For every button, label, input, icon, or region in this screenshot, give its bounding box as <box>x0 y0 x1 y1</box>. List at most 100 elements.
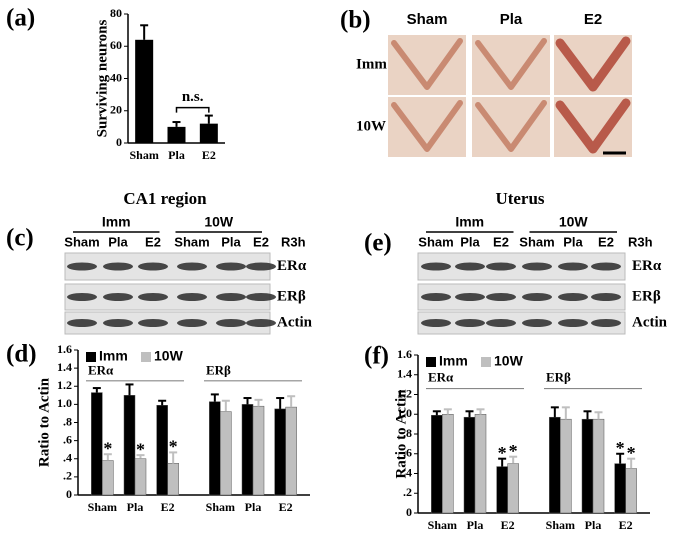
y-axis-label: Ratio to Actin <box>36 377 52 467</box>
band <box>103 319 133 327</box>
bar <box>167 126 186 143</box>
significance-mark: * <box>616 438 625 458</box>
band <box>558 319 588 327</box>
band <box>455 293 485 301</box>
panel-label: (d) <box>6 341 37 368</box>
band <box>103 293 133 301</box>
bar <box>496 466 508 514</box>
y-tick-label: .6 <box>403 446 412 460</box>
y-tick-label: .8 <box>63 414 72 428</box>
group-label: 10W <box>559 214 589 230</box>
x-tick-label: Pla <box>245 500 262 514</box>
blot-title: CA1 region <box>123 189 207 208</box>
uterus-shape <box>475 100 547 152</box>
legend-swatch <box>86 352 96 362</box>
bar <box>252 405 265 496</box>
y-tick-label: 1.6 <box>57 342 72 356</box>
y-tick-label: .6 <box>63 432 72 446</box>
band <box>558 293 588 301</box>
y-tick-label: 1.2 <box>397 386 412 400</box>
band <box>591 262 621 271</box>
protein-label: ERα <box>277 258 307 274</box>
x-tick-label: Pla <box>585 518 602 532</box>
group-label: ERβ <box>546 370 571 385</box>
band <box>522 319 552 327</box>
lane-label: Pla <box>221 234 241 249</box>
x-tick-label: Pla <box>127 500 144 514</box>
x-tick-label: Sham <box>428 518 457 532</box>
significance-mark: * <box>169 437 178 457</box>
band <box>138 262 168 271</box>
photo-column-label: Sham <box>407 11 448 28</box>
y-tick-label: .8 <box>403 426 412 440</box>
band <box>421 319 451 327</box>
band <box>486 293 516 301</box>
timepoint-label: R3h <box>281 234 306 249</box>
panel-label: (f) <box>364 343 389 370</box>
legend-label: 10W <box>154 348 184 364</box>
panel-label: (e) <box>364 230 392 257</box>
protein-label: Actin <box>632 314 668 330</box>
legend-label: Imm <box>439 353 468 369</box>
band <box>138 293 168 301</box>
y-tick-label: 1.4 <box>57 360 72 374</box>
y-tick-label: 1.2 <box>57 378 72 392</box>
bar <box>199 123 218 143</box>
x-tick-label: Sham <box>129 148 158 162</box>
y-tick-label: .4 <box>403 465 412 479</box>
group-label: ERβ <box>206 363 231 378</box>
lane-label: Pla <box>108 234 128 249</box>
legend-swatch <box>481 357 491 367</box>
bar <box>135 39 154 143</box>
x-tick-label: E2 <box>202 148 216 162</box>
protein-label: ERα <box>632 258 662 274</box>
significance-mark: * <box>136 439 145 459</box>
photo-row-label: 10W <box>356 118 386 134</box>
bar <box>167 463 179 496</box>
group-label: Imm <box>455 214 484 230</box>
band <box>522 293 552 301</box>
legend-swatch <box>141 352 151 362</box>
group-label: ERα <box>428 370 454 385</box>
bar <box>549 416 561 514</box>
significance-mark: * <box>103 438 112 458</box>
photo-column-label: Pla <box>500 11 523 28</box>
protein-label: ERβ <box>632 288 661 304</box>
bar <box>474 414 487 514</box>
band <box>177 319 207 327</box>
panel-label: (c) <box>6 225 34 252</box>
band <box>246 319 276 327</box>
lane-label: Sham <box>519 234 554 249</box>
band <box>177 293 207 301</box>
significance-mark: * <box>627 443 636 463</box>
band <box>486 262 516 271</box>
bar <box>507 463 519 514</box>
lane-label: E2 <box>598 234 614 249</box>
band <box>591 319 621 327</box>
bar <box>102 460 114 496</box>
band <box>216 293 246 301</box>
legend-label: 10W <box>494 353 524 369</box>
bar <box>285 406 297 496</box>
legend-label: Imm <box>99 348 128 364</box>
annotation: n.s. <box>182 89 204 105</box>
x-tick-label: E2 <box>161 500 175 514</box>
band <box>486 319 516 327</box>
band <box>138 319 168 327</box>
uterus-shape <box>475 38 547 90</box>
lane-label: Sham <box>174 234 209 249</box>
protein-label: Actin <box>277 314 313 330</box>
bar <box>241 404 254 496</box>
group-label: 10W <box>204 214 234 230</box>
lane-label: E2 <box>493 234 509 249</box>
bar <box>274 408 286 496</box>
y-tick-label: .2 <box>63 469 72 483</box>
band <box>591 293 621 301</box>
bar <box>614 463 626 514</box>
blot-strip <box>417 252 626 281</box>
group-label: ERα <box>88 363 114 378</box>
bar <box>134 458 147 496</box>
band <box>246 293 276 301</box>
lane-label: E2 <box>253 234 269 249</box>
group-label: Imm <box>102 214 131 230</box>
